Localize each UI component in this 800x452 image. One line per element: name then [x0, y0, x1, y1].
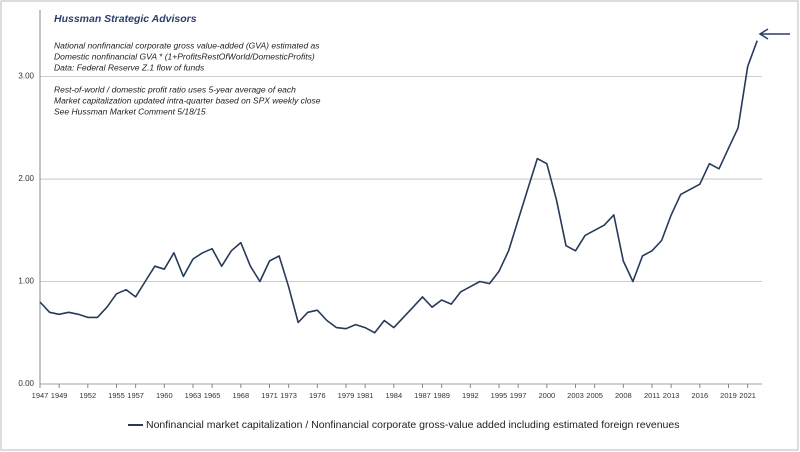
y-tick-label: 1.00 — [18, 277, 34, 286]
x-tick-label: 1984 — [385, 391, 402, 400]
x-tick-label: 1968 — [232, 391, 249, 400]
x-tick-label: 1955 — [108, 391, 125, 400]
x-tick-label: 1987 — [414, 391, 431, 400]
x-tick-label: 1995 — [491, 391, 508, 400]
x-tick-label: 2003 — [567, 391, 584, 400]
annotation: National nonfinancial corporate gross va… — [54, 40, 320, 50]
annotation: Market capitalization updated intra-quar… — [54, 95, 321, 105]
x-tick-label: 2013 — [663, 391, 680, 400]
x-tick-label: 1976 — [309, 391, 326, 400]
x-tick-label: 1952 — [79, 391, 96, 400]
x-tick-label: 1963 — [185, 391, 202, 400]
arrow — [758, 28, 790, 40]
x-tick-label: 2021 — [739, 391, 756, 400]
x-tick-label: 2008 — [615, 391, 632, 400]
x-tick-label: 1973 — [280, 391, 297, 400]
x-tick-label: 2019 — [720, 391, 737, 400]
x-tick-label: 1992 — [462, 391, 479, 400]
x-tick-label: 1949 — [51, 391, 68, 400]
x-tick-label: 2016 — [691, 391, 708, 400]
x-tick-label: 2011 — [644, 391, 660, 400]
x-tick-label: 1971 — [261, 391, 278, 400]
annotation: Data: Federal Reserve Z.1 flow of funds — [54, 62, 205, 72]
annotation: Domestic nonfinancial GVA * (1+ProfitsRe… — [54, 51, 315, 61]
annotation: Rest-of-world / domestic profit ratio us… — [54, 84, 296, 94]
series-line — [39, 40, 758, 334]
legend-label: Nonfinancial market capitalization / Non… — [146, 419, 679, 431]
y-tick-label: 2.00 — [18, 174, 34, 183]
x-tick-label: 1981 — [357, 391, 374, 400]
x-tick-label: 2000 — [538, 391, 555, 400]
y-tick-label: 3.00 — [18, 72, 34, 81]
x-tick-label: 2005 — [586, 391, 603, 400]
chart-title: Hussman Strategic Advisors — [54, 13, 197, 25]
x-tick-label: 1979 — [338, 391, 355, 400]
x-tick-label: 1989 — [433, 391, 450, 400]
x-tick-label: 1960 — [156, 391, 173, 400]
annotation: See Hussman Market Comment 5/18/15 — [54, 106, 206, 116]
x-tick-label: 1957 — [127, 391, 144, 400]
x-tick-label: 1947 — [32, 391, 49, 400]
x-tick-label: 1997 — [510, 391, 527, 400]
x-tick-label: 1965 — [204, 391, 221, 400]
y-tick-label: 0.00 — [18, 379, 34, 388]
